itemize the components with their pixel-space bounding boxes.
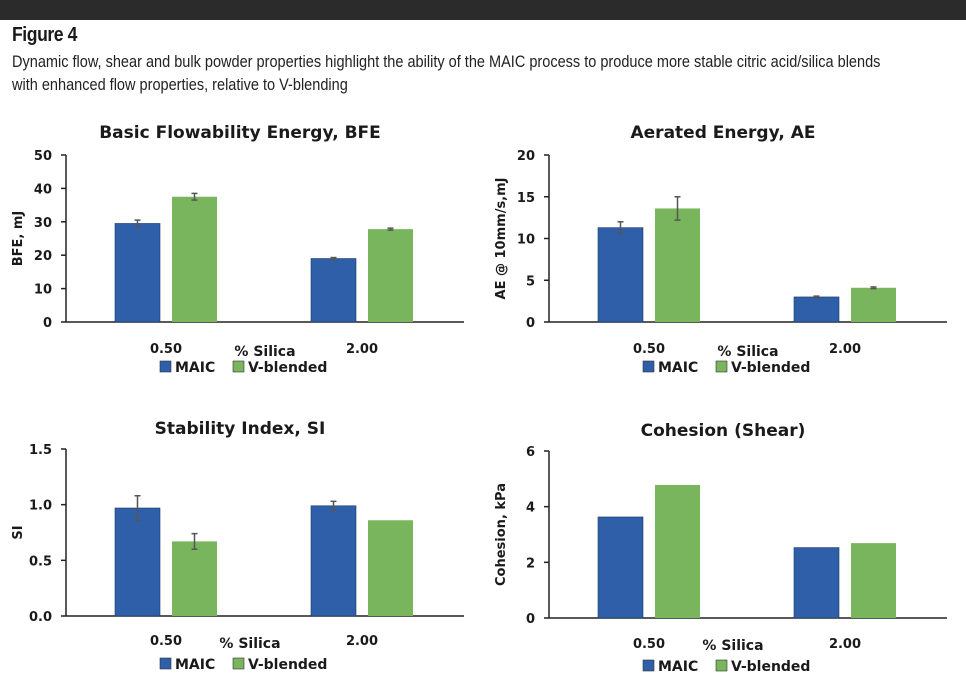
y-tick-label: 0 xyxy=(526,316,535,331)
y-tick-label: 0 xyxy=(43,316,52,331)
y-tick-label: 1.5 xyxy=(29,443,52,458)
bar-v-blended-2.00 xyxy=(368,229,413,322)
chart-title: Cohesion (Shear) xyxy=(641,421,806,441)
legend-swatch-v-blended xyxy=(232,360,245,373)
legend-label-v-blended: V-blended xyxy=(731,360,810,376)
bar-v-blended-2.00 xyxy=(368,520,413,616)
y-tick-label: 10 xyxy=(517,233,535,248)
legend-label-maic: MAIC xyxy=(175,657,215,673)
y-tick-label: 10 xyxy=(34,283,52,298)
legend-swatch-v-blended xyxy=(715,659,728,672)
caption-line-1: Dynamic flow, shear and bulk powder prop… xyxy=(12,53,881,71)
bar-v-blended-0.50 xyxy=(655,208,700,322)
y-tick-label: 0.0 xyxy=(29,610,52,625)
x-tick-label: 0.50 xyxy=(150,342,182,357)
bar-maic-2.00 xyxy=(310,505,357,617)
legend-swatch-maic xyxy=(642,659,655,672)
legend-swatch-maic xyxy=(642,360,655,373)
y-axis-label: BFE, mJ xyxy=(11,211,26,267)
bar-maic-2.00 xyxy=(310,258,357,323)
y-tick-label: 15 xyxy=(517,191,535,206)
legend-swatch-v-blended xyxy=(232,657,245,670)
y-tick-label: 6 xyxy=(526,445,535,460)
y-axis-label: SI xyxy=(11,525,26,539)
bar-maic-0.50 xyxy=(114,223,161,323)
legend-swatch-maic xyxy=(159,657,172,670)
y-tick-label: 4 xyxy=(526,501,535,516)
y-axis-label: Cohesion, kPa xyxy=(494,483,509,586)
y-tick-label: 20 xyxy=(517,149,535,164)
bar-v-blended-0.50 xyxy=(172,541,217,616)
x-axis-label: % Silica xyxy=(234,344,295,360)
caption-line-2: with enhanced flow properties, relative … xyxy=(12,76,348,94)
bar-maic-0.50 xyxy=(597,516,644,619)
legend-label-maic: MAIC xyxy=(658,659,698,675)
y-tick-label: 0 xyxy=(526,612,535,627)
y-tick-label: 50 xyxy=(34,149,52,164)
figure-title: Figure 4 xyxy=(12,24,77,46)
x-tick-label: 2.00 xyxy=(346,342,378,357)
bar-v-blended-2.00 xyxy=(851,287,896,322)
bar-maic-2.00 xyxy=(793,547,840,619)
bfe-chart: Basic Flowability Energy, BFE 0 10 20 30 40 50… xyxy=(11,123,464,376)
x-axis-label: % Silica xyxy=(702,638,763,654)
y-tick-label: 2 xyxy=(526,556,535,571)
x-tick-label: 2.00 xyxy=(346,634,378,649)
bar-v-blended-0.50 xyxy=(172,196,217,322)
chart-title: Stability Index, SI xyxy=(155,419,326,439)
y-tick-label: 20 xyxy=(34,249,52,264)
si-chart: Stability Index, SI 0.0 0.5 1.0 1.5 SI 0.50 2.0… xyxy=(11,419,464,673)
ae-chart: Aerated Energy, AE 0 5 10 15 20 AE @ 10mm/s,mJ… xyxy=(494,123,947,376)
bar-v-blended-2.00 xyxy=(851,543,896,618)
y-axis-label: AE @ 10mm/s,mJ xyxy=(494,178,509,300)
cohesion-chart: Cohesion (Shear) 0 2 4 6 Cohesion, kPa 0.50 2.0… xyxy=(494,421,947,675)
figure-caption: Dynamic flow, shear and bulk powder prop… xyxy=(12,51,927,97)
x-tick-label: 0.50 xyxy=(150,634,182,649)
y-tick-label: 5 xyxy=(526,274,535,289)
top-bar xyxy=(0,0,966,20)
bar-v-blended-0.50 xyxy=(655,484,700,618)
x-tick-label: 2.00 xyxy=(829,342,861,357)
y-tick-label: 0.5 xyxy=(29,554,52,569)
y-tick-label: 30 xyxy=(34,216,52,231)
legend-label-maic: MAIC xyxy=(175,360,215,376)
chart-title: Aerated Energy, AE xyxy=(631,123,816,143)
y-tick-label: 1.0 xyxy=(29,499,52,514)
x-tick-label: 2.00 xyxy=(829,637,861,652)
legend-swatch-maic xyxy=(159,360,172,373)
x-tick-label: 0.50 xyxy=(633,342,665,357)
bar-maic-0.50 xyxy=(114,507,161,617)
legend-label-maic: MAIC xyxy=(658,360,698,376)
legend-label-v-blended: V-blended xyxy=(248,657,327,673)
bar-maic-0.50 xyxy=(597,227,644,323)
bar-maic-2.00 xyxy=(793,296,840,323)
legend-label-v-blended: V-blended xyxy=(731,659,810,675)
legend-label-v-blended: V-blended xyxy=(248,360,327,376)
legend-swatch-v-blended xyxy=(715,360,728,373)
x-tick-label: 0.50 xyxy=(633,637,665,652)
y-tick-label: 40 xyxy=(34,182,52,197)
x-axis-label: % Silica xyxy=(219,636,280,652)
x-axis-label: % Silica xyxy=(717,344,778,360)
chart-title: Basic Flowability Energy, BFE xyxy=(99,123,381,143)
